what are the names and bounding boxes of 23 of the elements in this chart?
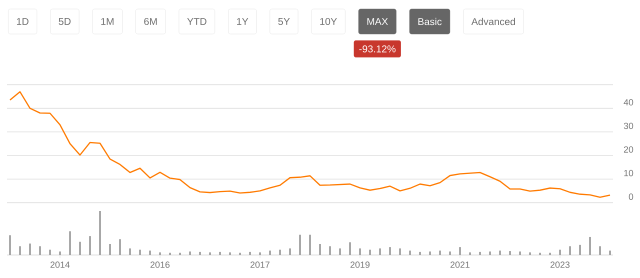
- y-tick-label: 0: [628, 194, 634, 200]
- x-tick-label: 2014: [50, 262, 70, 268]
- y-tick-label: 40: [624, 99, 634, 106]
- text: Basic: [418, 18, 442, 26]
- y-tick-label: 30: [624, 122, 634, 130]
- y-tick-label: 10: [624, 170, 634, 176]
- text: 5D: [58, 18, 71, 25]
- text: 1M: [101, 18, 114, 25]
- y-tick-label: 20: [624, 146, 634, 153]
- x-tick-label: 2017: [250, 262, 270, 268]
- text: 5Y: [278, 18, 290, 25]
- text: 1Y: [237, 18, 248, 25]
- text: MAX: [367, 18, 388, 25]
- x-tick-label: 2016: [150, 262, 170, 268]
- text: -93.12%: [359, 45, 396, 52]
- x-tick-label: 2023: [550, 262, 570, 268]
- text: 1D: [16, 18, 28, 25]
- x-tick-label: 2021: [450, 262, 470, 268]
- text: Advanced: [471, 18, 515, 26]
- text: 10Y: [320, 18, 337, 26]
- text: 6M: [144, 18, 157, 26]
- x-tick-label: 2019: [350, 262, 370, 268]
- text: YTD: [187, 18, 206, 25]
